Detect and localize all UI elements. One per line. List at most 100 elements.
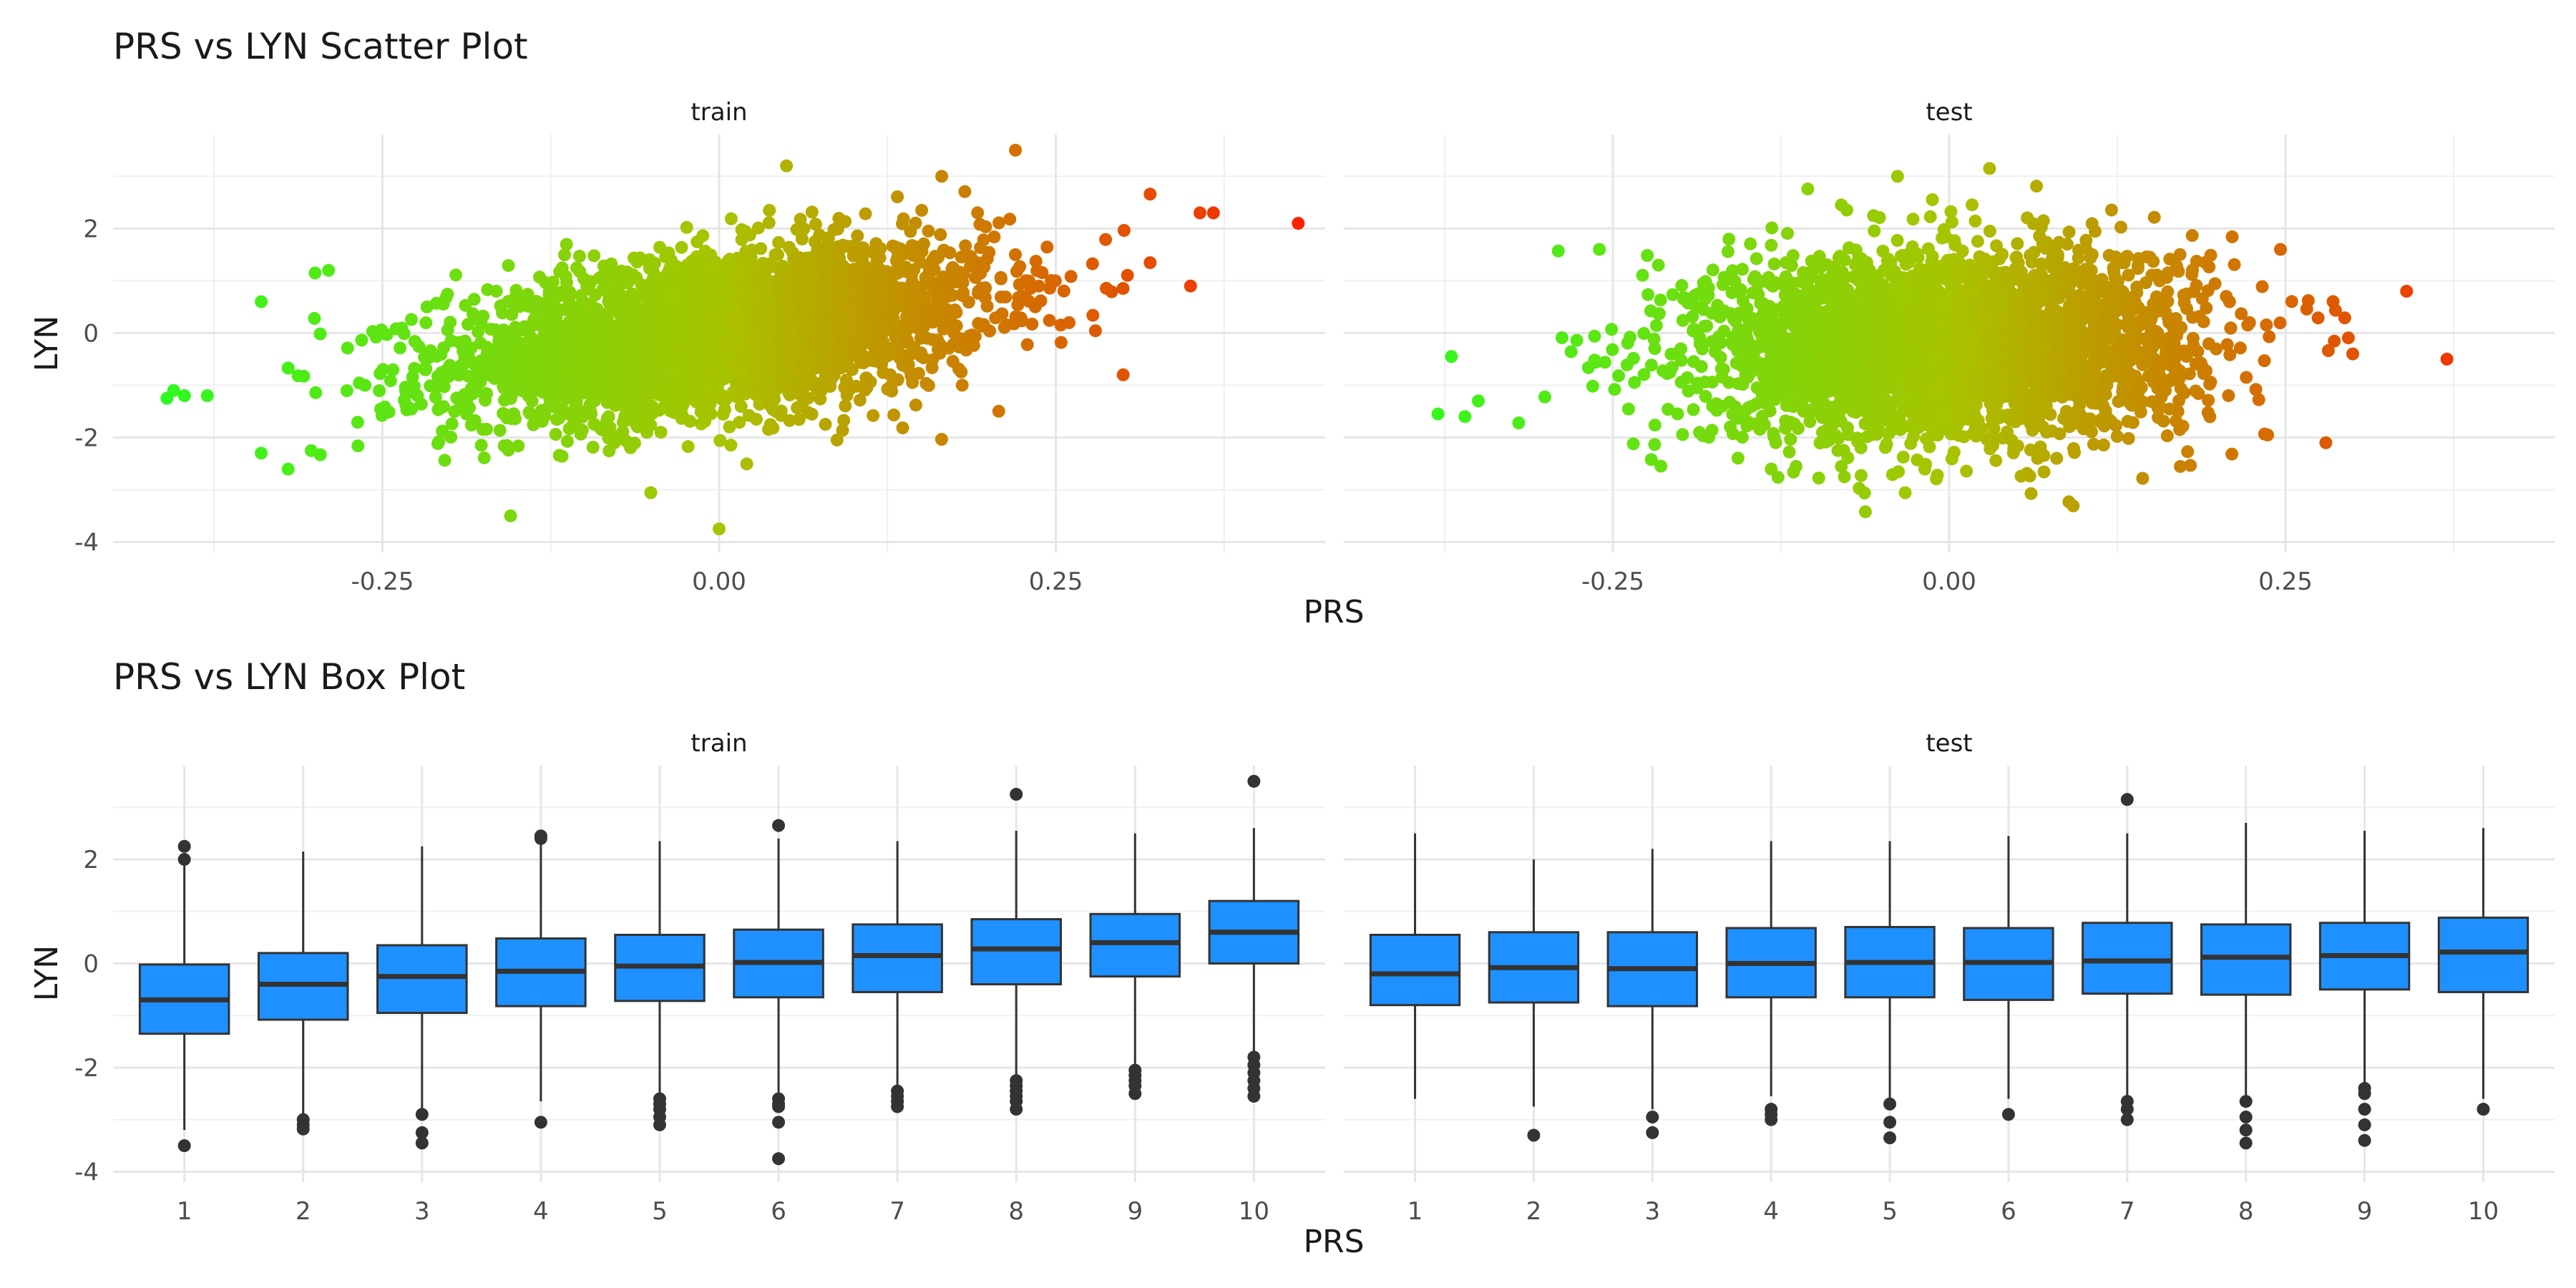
scatter-point (881, 382, 894, 396)
scatter-point (442, 369, 456, 383)
scatter-point (955, 365, 968, 379)
scatter-point (772, 236, 786, 249)
scatter-point (1641, 249, 1654, 262)
scatter-point (915, 203, 929, 217)
scatter-point (896, 358, 909, 372)
scatter-point (341, 341, 354, 355)
scatter-point (1564, 345, 1578, 358)
scatter-point (836, 306, 850, 319)
scatter-point (874, 349, 887, 363)
scatter-point (694, 396, 708, 410)
scatter-point (484, 357, 498, 371)
scatter-point (1043, 313, 1056, 327)
scatter-point (925, 361, 939, 374)
scatter-point (449, 268, 462, 282)
scatter-point (355, 333, 369, 347)
scatter-point (897, 248, 910, 261)
scatter-point (723, 420, 736, 434)
scatter-point (542, 319, 555, 333)
scatter-point (713, 434, 727, 447)
y-tick-label: -2 (74, 424, 99, 452)
scatter-point (313, 327, 327, 341)
scatter-point (1143, 187, 1157, 201)
scatter-point (801, 258, 814, 272)
scatter-point (956, 337, 970, 351)
scatter-point (597, 259, 610, 273)
scatter-point (1054, 336, 1068, 349)
scatter-point (1003, 213, 1017, 226)
scatter-point (550, 301, 563, 315)
scatter-point (1779, 421, 1792, 435)
scatter-point (437, 380, 451, 394)
scatter-point (1784, 432, 1797, 446)
scatter-point (524, 357, 537, 371)
scatter-point (522, 406, 536, 419)
scatter-point (474, 439, 488, 452)
scatter-point (759, 264, 772, 278)
scatter-point (1040, 240, 1054, 254)
scatter-point (560, 238, 573, 251)
scatter-point (675, 240, 688, 254)
scatter-point (1813, 436, 1827, 449)
scatter-point (791, 401, 804, 414)
scatter-point (2260, 318, 2273, 332)
scatter-point (955, 250, 968, 264)
scatter-point (664, 404, 677, 418)
scatter-point (738, 253, 751, 266)
scatter-point (561, 366, 575, 379)
scatter-point (935, 433, 948, 446)
scatter-point (690, 358, 703, 372)
scatter-point (1662, 403, 1675, 416)
scatter-point (439, 291, 453, 305)
scatter-point (723, 338, 736, 352)
scatter-point (522, 389, 535, 403)
scatter-point (1623, 331, 1636, 344)
scatter-point (778, 295, 791, 308)
scatter-point (502, 259, 515, 273)
scatter-point (701, 301, 715, 314)
scatter-point (468, 414, 482, 427)
scatter-point (1586, 379, 1599, 393)
scatter-point (1512, 416, 1526, 429)
scatter-point (1057, 284, 1070, 298)
scatter-point (592, 271, 606, 285)
scatter-point (1088, 324, 1102, 338)
scatter-point (823, 283, 836, 296)
scatter-point (913, 293, 927, 306)
scatter-point (723, 253, 736, 266)
scatter-point (628, 304, 642, 317)
y-tick-label: 2 (83, 215, 99, 243)
x-tick-label: -0.25 (351, 567, 414, 596)
scatter-point (784, 322, 798, 336)
scatter-point (955, 379, 969, 392)
scatter-point (552, 449, 566, 462)
scatter-point (766, 421, 780, 435)
scatter-point (602, 410, 615, 424)
scatter-point (436, 400, 450, 414)
scatter-point (815, 361, 829, 374)
scatter-point (373, 384, 386, 397)
scatter-point (987, 230, 1001, 244)
scatter-point (560, 434, 574, 448)
scatter-point (637, 416, 650, 429)
scatter-points (160, 143, 1305, 536)
scatter-point (801, 347, 814, 361)
scatter-point (653, 240, 666, 254)
y-tick-label: -4 (74, 528, 99, 557)
scatter-point (849, 379, 863, 393)
scatter-point (590, 381, 604, 394)
scatter-point (740, 457, 753, 471)
scatter-point (552, 328, 566, 341)
scatter-point (644, 486, 658, 499)
scatter-point (867, 409, 880, 422)
scatter-point (567, 384, 581, 397)
scatter-point (771, 248, 784, 262)
scatter-point (906, 347, 919, 360)
scatter-point (1014, 311, 1028, 325)
scatter-point (1612, 369, 1625, 383)
scatter-point (712, 351, 726, 365)
scatter-point (617, 321, 630, 335)
scatter-point (1648, 438, 1662, 452)
scatter-point (678, 343, 691, 357)
scatter-point (849, 266, 863, 280)
